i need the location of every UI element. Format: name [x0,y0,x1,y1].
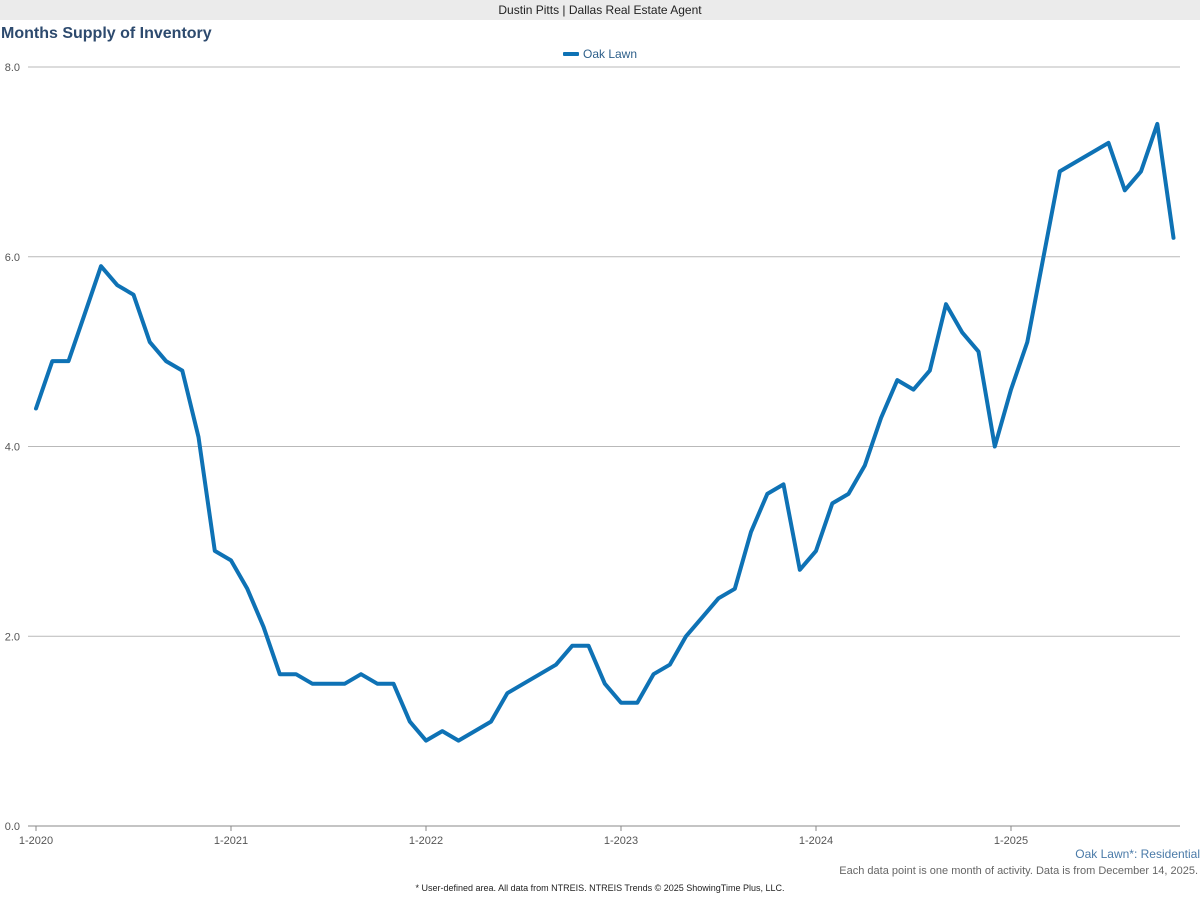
x-tick-label: 1-2023 [604,835,638,847]
x-tick-label: 1-2025 [994,835,1028,847]
x-tick-label: 1-2024 [799,835,833,847]
y-tick-label: 2.0 [5,631,20,643]
series-footer-label: Oak Lawn*: Residential [1075,847,1200,861]
legend: Oak Lawn [0,46,1200,62]
y-tick-label: 4.0 [5,442,20,454]
legend-swatch [562,52,579,56]
source-note: * User-defined area. All data from NTREI… [415,883,785,893]
data-note: Each data point is one month of activity… [839,865,1198,877]
x-tick-label: 1-2020 [19,835,53,847]
chart-title: Months Supply of Inventory [1,25,212,42]
x-tick-label: 1-2022 [409,835,443,847]
x-tick-label: 1-2021 [214,835,248,847]
series-line-oak-lawn [34,121,1176,743]
y-tick-label: 0.0 [5,821,20,833]
header-bar: Dustin Pitts | Dallas Real Estate Agent [0,0,1200,20]
y-tick-label: 6.0 [5,252,20,264]
y-tick-label: 8.0 [5,62,20,74]
legend-label: Oak Lawn [582,47,638,61]
agent-label: Dustin Pitts | Dallas Real Estate Agent [498,3,702,17]
